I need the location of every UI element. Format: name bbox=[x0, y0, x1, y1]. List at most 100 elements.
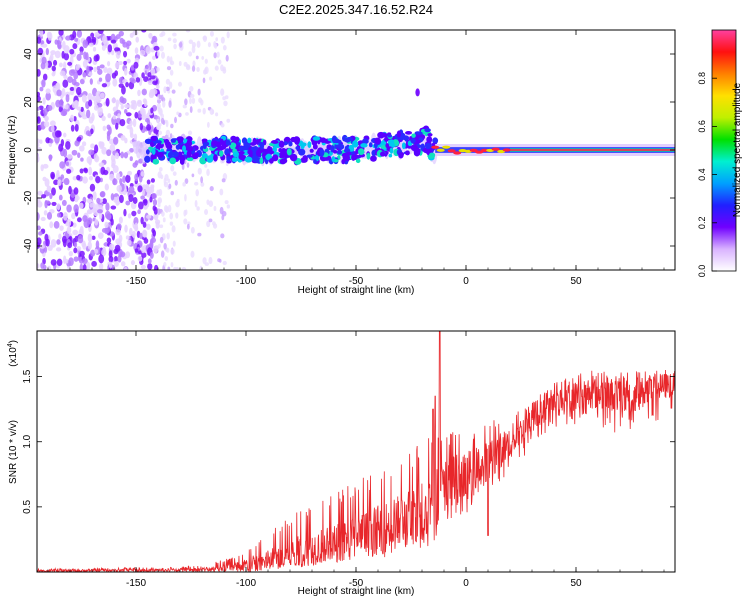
top-y-tick-label: -40 bbox=[23, 238, 34, 253]
noise-cell bbox=[134, 248, 139, 253]
noise-cell bbox=[82, 39, 89, 49]
scatter-cell bbox=[207, 42, 211, 48]
noise-cell bbox=[69, 48, 75, 55]
noise-cell bbox=[141, 245, 145, 254]
noise-cell bbox=[67, 76, 73, 83]
scatter-cell bbox=[209, 76, 213, 81]
noise-cell bbox=[48, 154, 53, 162]
noise-cell bbox=[62, 212, 68, 221]
noise-cell bbox=[63, 61, 67, 71]
scatter-cell bbox=[208, 256, 213, 265]
scatter-cell bbox=[163, 86, 167, 94]
noise-cell bbox=[140, 195, 146, 200]
scatter-cell bbox=[163, 205, 169, 213]
scatter-cell bbox=[209, 185, 214, 192]
band-cell bbox=[179, 155, 186, 162]
tail-hot-cell bbox=[442, 145, 451, 149]
band-cell bbox=[380, 145, 386, 150]
band-cell bbox=[405, 130, 413, 135]
scatter-cell bbox=[158, 130, 163, 136]
noise-cell bbox=[144, 64, 149, 70]
band-cell bbox=[225, 139, 231, 144]
noise-cell bbox=[74, 140, 80, 147]
noise-cell bbox=[99, 92, 105, 99]
noise-cell bbox=[119, 251, 126, 258]
noise-cell bbox=[142, 98, 147, 104]
noise-cell bbox=[56, 212, 62, 218]
band-outlier bbox=[415, 88, 420, 97]
noise-cell bbox=[76, 136, 82, 142]
noise-cell bbox=[117, 113, 121, 119]
noise-cell bbox=[106, 213, 112, 220]
scatter-cell bbox=[206, 121, 210, 128]
scatter-cell bbox=[156, 50, 160, 57]
bottom-x-tick-label: -150 bbox=[126, 578, 146, 589]
noise-cell bbox=[93, 55, 99, 62]
noise-cell bbox=[106, 60, 111, 67]
noise-cell bbox=[140, 171, 145, 177]
band-cell bbox=[193, 152, 200, 157]
noise-cell bbox=[112, 115, 117, 120]
band-cell bbox=[358, 148, 365, 156]
scatter-cell bbox=[164, 256, 169, 261]
noise-cell bbox=[97, 30, 104, 35]
scatter-cell bbox=[170, 248, 175, 255]
scatter-cell bbox=[172, 240, 176, 247]
bottom-x-tick-label: -100 bbox=[236, 578, 256, 589]
scatter-cell bbox=[177, 81, 182, 87]
noise-cell bbox=[88, 175, 94, 181]
band-cell bbox=[182, 145, 186, 153]
noise-cell bbox=[128, 227, 133, 237]
noise-cell bbox=[130, 103, 135, 109]
scatter-cell bbox=[157, 202, 161, 208]
top-x-tick-label: -150 bbox=[126, 276, 146, 287]
noise-cell bbox=[67, 61, 73, 66]
scatter-cell bbox=[218, 258, 222, 263]
scatter-cell bbox=[204, 58, 208, 64]
noise-cell bbox=[107, 44, 113, 53]
scatter-cell bbox=[162, 217, 166, 223]
scatter-cell bbox=[188, 51, 193, 57]
scatter-cell bbox=[165, 248, 169, 253]
noise-cell bbox=[65, 35, 72, 41]
noise-cell bbox=[150, 67, 156, 76]
band-cell bbox=[238, 151, 245, 155]
band-cell bbox=[342, 154, 350, 162]
scatter-cell bbox=[167, 178, 171, 184]
noise-cell bbox=[76, 246, 82, 251]
noise-cell bbox=[43, 210, 48, 216]
scatter-cell bbox=[182, 104, 187, 109]
bottom-y-tick-label: 0.5 bbox=[22, 499, 33, 513]
noise-cell bbox=[140, 216, 144, 225]
noise-cell bbox=[110, 205, 117, 210]
noise-cell bbox=[155, 221, 160, 229]
noise-cell bbox=[148, 32, 153, 39]
noise-cell bbox=[147, 258, 152, 265]
noise-cell bbox=[101, 45, 106, 51]
noise-cell bbox=[57, 179, 62, 186]
noise-cell bbox=[37, 142, 40, 148]
noise-cell bbox=[66, 154, 73, 159]
scatter-cell bbox=[166, 232, 170, 240]
noise-cell bbox=[64, 104, 69, 110]
noise-cell bbox=[68, 251, 74, 257]
noise-cell bbox=[37, 263, 40, 269]
noise-cell bbox=[150, 186, 155, 194]
noise-cell bbox=[106, 237, 112, 244]
noise-cell bbox=[66, 226, 72, 235]
bottom-y-axis-label: SNR (10 * v/v) bbox=[8, 420, 19, 484]
scatter-cell bbox=[183, 218, 188, 225]
noise-cell bbox=[91, 36, 97, 43]
scatter-cell bbox=[167, 37, 172, 42]
band-cell bbox=[401, 142, 406, 150]
noise-cell bbox=[141, 72, 145, 79]
colorbar-tick-label: 0.6 bbox=[697, 120, 707, 133]
band-cell bbox=[247, 149, 253, 155]
scatter-cell bbox=[220, 123, 225, 128]
band-cell bbox=[393, 139, 399, 146]
band-cell bbox=[219, 138, 224, 146]
scatter-cell bbox=[160, 250, 165, 258]
scatter-cell bbox=[171, 89, 176, 94]
colorbar-tick-label: 0.2 bbox=[697, 217, 707, 230]
noise-cell bbox=[73, 241, 78, 248]
